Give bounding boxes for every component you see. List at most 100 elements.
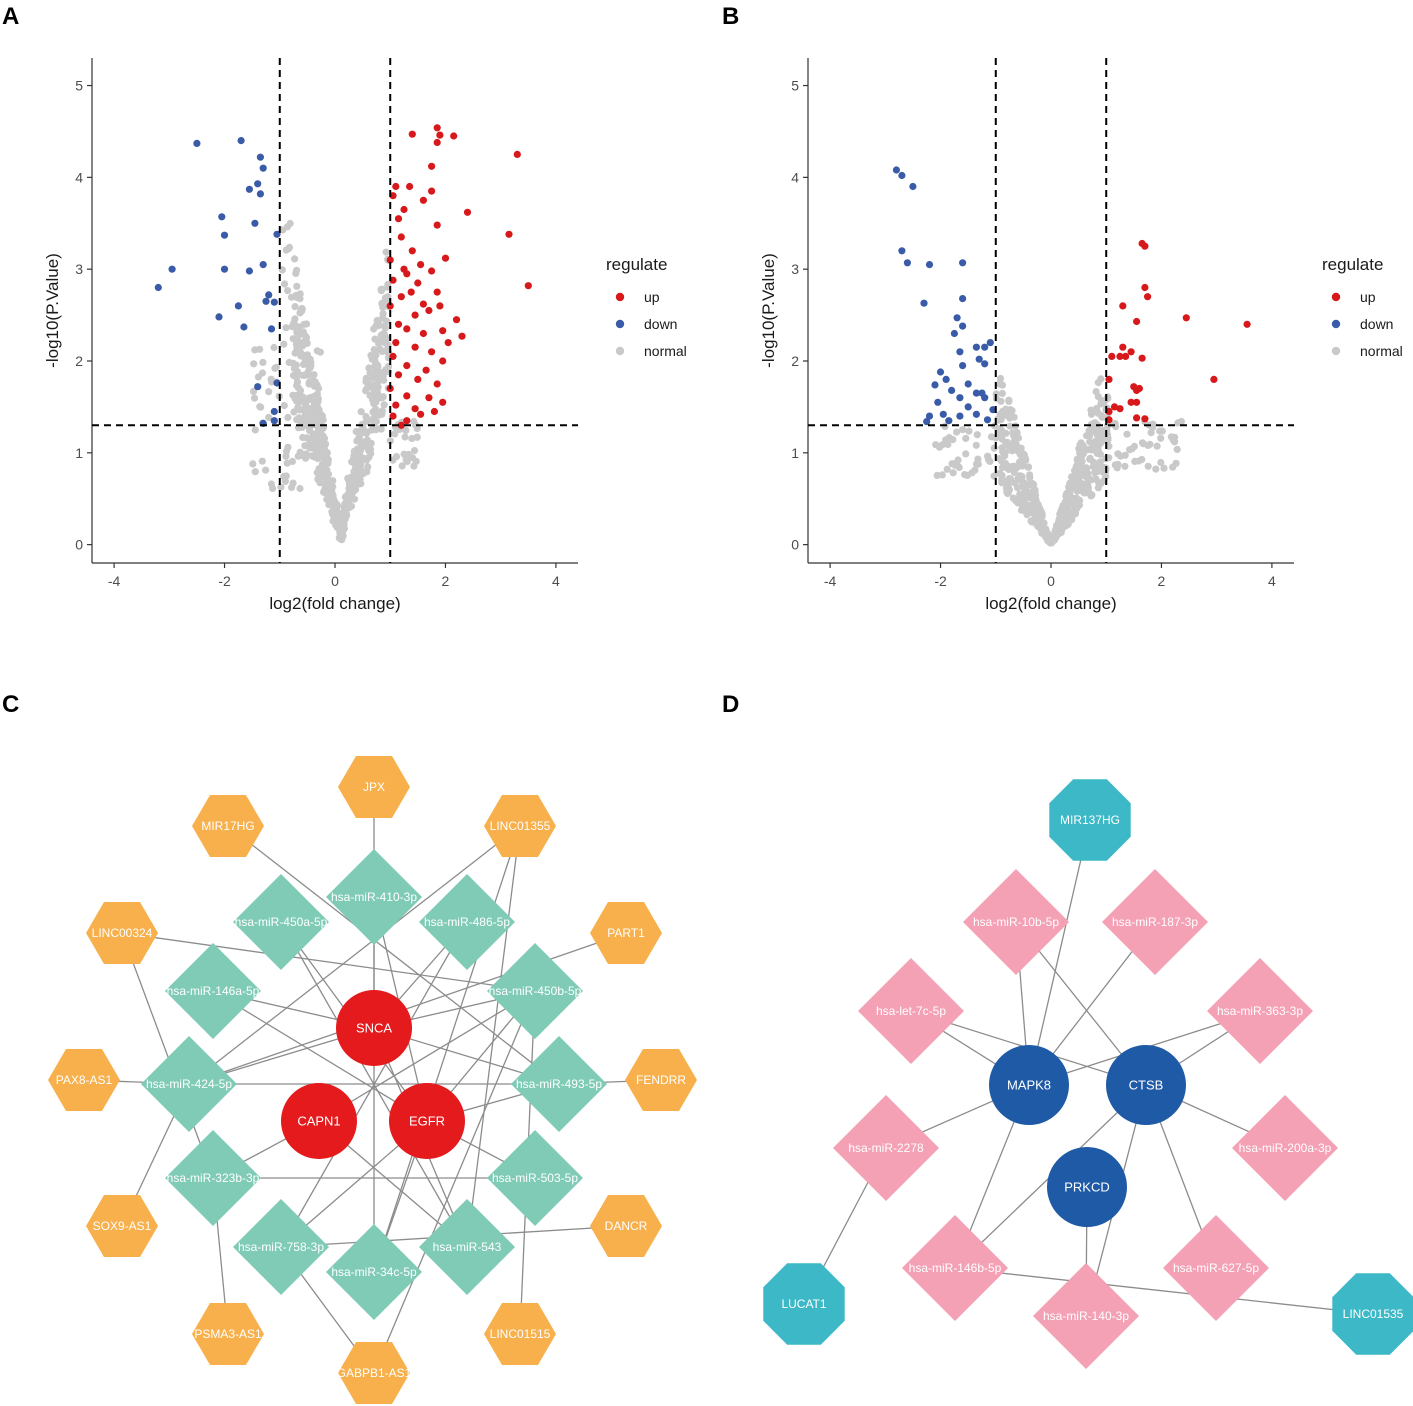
y-tick-label: 5 xyxy=(791,78,799,94)
point-up xyxy=(403,417,411,425)
mirna-diamond xyxy=(165,943,261,1039)
point-normal xyxy=(410,462,418,470)
point-down xyxy=(959,259,967,267)
point-up xyxy=(450,132,458,140)
point-normal xyxy=(369,381,378,389)
point-normal xyxy=(398,462,406,470)
point-down xyxy=(925,412,934,420)
node-hsa-mir-450a-5p: hsa-miR-450a-5p xyxy=(233,874,329,970)
point-up xyxy=(1116,405,1124,413)
point-down xyxy=(925,261,934,269)
point-normal xyxy=(1015,448,1023,456)
point-down xyxy=(251,219,259,227)
point-normal xyxy=(1131,457,1139,465)
point-normal xyxy=(289,479,297,487)
point-normal xyxy=(326,490,334,498)
point-normal xyxy=(299,433,307,442)
point-normal xyxy=(1025,463,1033,471)
mirna-diamond xyxy=(963,869,1069,975)
point-up xyxy=(422,366,430,374)
point-normal xyxy=(322,481,330,489)
point-normal xyxy=(1121,462,1129,470)
point-down xyxy=(265,291,273,299)
point-down xyxy=(245,185,253,193)
point-normal xyxy=(251,426,259,434)
point-normal xyxy=(250,394,259,402)
node-label: hsa-miR-486-5p xyxy=(424,915,510,929)
gene-circle xyxy=(989,1045,1069,1125)
lncrna-hexagon xyxy=(86,1195,158,1257)
point-normal xyxy=(1021,492,1029,500)
node-label: hsa-miR-10b-5p xyxy=(973,915,1059,929)
nodes: MIR137HG LUCAT1 LINC01535 hsa-miR-10b-5p hsa… xyxy=(763,779,1413,1369)
point-normal xyxy=(1076,441,1084,449)
point-normal xyxy=(995,455,1003,463)
point-down xyxy=(254,383,262,391)
point-normal xyxy=(953,428,961,436)
point-up xyxy=(1110,403,1119,411)
point-normal xyxy=(990,472,998,480)
gene-circle xyxy=(1106,1045,1186,1125)
node-hsa-mir-323b-3p: hsa-miR-323b-3p xyxy=(165,1130,261,1226)
node-label: hsa-let-7c-5p xyxy=(876,1004,946,1018)
point-up xyxy=(406,182,414,191)
point-up xyxy=(411,405,419,413)
point-normal xyxy=(310,401,318,409)
point-normal xyxy=(370,346,378,354)
point-normal xyxy=(391,430,399,438)
node-linc01515: LINC01515 xyxy=(484,1303,556,1365)
point-normal xyxy=(293,382,301,390)
point-normal xyxy=(1005,442,1013,450)
point-normal xyxy=(289,359,297,367)
point-down xyxy=(193,139,201,147)
point-normal xyxy=(1010,413,1018,421)
legend-marker-down xyxy=(615,319,625,329)
point-normal xyxy=(281,477,289,485)
lncrna-hexagon xyxy=(625,1049,697,1111)
point-down xyxy=(168,265,176,273)
point-normal xyxy=(995,380,1003,388)
point-down xyxy=(903,259,912,267)
node-hsa-mir-363-3p: hsa-miR-363-3p xyxy=(1207,958,1313,1064)
point-normal xyxy=(310,371,318,379)
node-hsa-mir-146b-5p: hsa-miR-146b-5p xyxy=(902,1215,1008,1321)
point-up xyxy=(1133,414,1141,422)
point-normal xyxy=(1116,452,1125,460)
lncrna-octagon xyxy=(1332,1273,1413,1355)
point-normal xyxy=(302,404,310,412)
point-normal xyxy=(317,428,325,436)
point-up xyxy=(397,421,405,429)
node-label: hsa-miR-503-5p xyxy=(492,1171,578,1185)
point-normal xyxy=(367,351,375,359)
y-tick-label: 3 xyxy=(75,261,83,277)
point-up xyxy=(1243,320,1251,328)
point-up xyxy=(392,339,400,347)
point-normal xyxy=(954,456,962,464)
point-normal xyxy=(1005,397,1013,405)
point-normal xyxy=(299,393,307,401)
point-normal xyxy=(1005,463,1013,471)
point-normal xyxy=(251,468,259,476)
point-normal xyxy=(1085,432,1094,440)
mirna-diamond xyxy=(487,943,583,1039)
legend-marker-up xyxy=(615,292,625,302)
mirna-diamond xyxy=(858,958,964,1064)
node-lucat1: LUCAT1 xyxy=(763,1263,845,1345)
point-normal xyxy=(1013,429,1021,437)
point-normal xyxy=(984,452,992,460)
node-label: LINC01535 xyxy=(1343,1307,1404,1321)
point-normal xyxy=(961,471,969,479)
mirna-diamond xyxy=(233,1199,329,1295)
node-snca: SNCA xyxy=(336,990,412,1066)
point-down xyxy=(959,295,967,303)
point-normal xyxy=(378,285,386,293)
point-normal xyxy=(320,446,328,454)
point-up xyxy=(505,230,513,238)
point-normal xyxy=(269,484,277,492)
point-normal xyxy=(1063,490,1071,498)
point-up xyxy=(386,302,394,310)
point-normal xyxy=(299,371,307,379)
point-normal xyxy=(249,460,257,468)
point-normal xyxy=(1103,431,1111,439)
point-down xyxy=(981,343,989,351)
